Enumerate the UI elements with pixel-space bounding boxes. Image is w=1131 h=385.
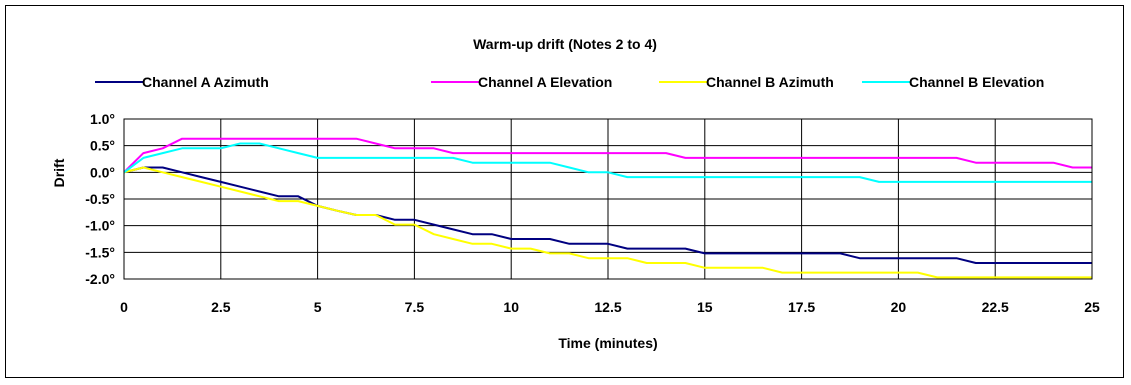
legend-label: Channel A Elevation [478,74,612,90]
y-tick-label: 0.0° [90,164,115,180]
series-line-channel-a-elevation [123,137,1092,174]
y-tick-labels: 1.0° 0.5° 0.0° -0.5° -1.0° -1.5° -2.0° [85,111,115,287]
x-axis-label: Time (minutes) [558,335,657,351]
x-tick-label: 2.5 [211,299,231,315]
plot-border [123,118,1093,280]
y-axis-label: Drift [51,158,67,187]
legend-item-channel-b-azimuth: Channel B Azimuth [659,74,834,90]
legend-item-channel-b-elevation: Channel B Elevation [862,74,1044,90]
y-tick-label: -1.5° [85,244,115,260]
x-tick-label: 25 [1084,299,1100,315]
x-tick-label: 0 [120,299,128,315]
legend-item-channel-a-elevation: Channel A Elevation [431,74,612,90]
series-line-channel-b-azimuth [123,166,1092,279]
x-tick-label: 7.5 [405,299,425,315]
y-tick-label: -0.5° [85,191,115,207]
x-tick-label: 15 [697,299,713,315]
legend: Channel A Azimuth Channel A Elevation Chan… [95,74,1044,90]
x-tick-label: 20 [891,299,907,315]
y-tick-label: -2.0° [85,271,115,287]
x-tick-label: 22.5 [982,299,1009,315]
x-tick-label: 12.5 [594,299,621,315]
legend-label: Channel A Azimuth [142,74,269,90]
legend-label: Channel B Elevation [909,74,1044,90]
y-tick-label: -1.0° [85,218,115,234]
chart-canvas: Warm-up drift (Notes 2 to 4) Channel A A… [51,36,1100,351]
y-tick-label: 0.5° [90,138,115,154]
x-tick-label: 10 [503,299,519,315]
series-line-channel-a-azimuth [123,166,1092,264]
chart-frame: Warm-up drift (Notes 2 to 4) Channel A A… [5,5,1124,378]
legend-label: Channel B Azimuth [706,74,834,90]
x-tick-labels: 0 2.5 5 7.5 10 12.5 15 17.5 20 22.5 25 [120,299,1100,315]
x-tick-label: 5 [314,299,322,315]
chart-title: Warm-up drift (Notes 2 to 4) [473,36,657,52]
x-tick-label: 17.5 [788,299,815,315]
legend-item-channel-a-azimuth: Channel A Azimuth [95,74,269,90]
y-tick-label: 1.0° [90,111,115,127]
series-layer [123,137,1092,279]
series-line-channel-b-elevation [123,142,1092,183]
